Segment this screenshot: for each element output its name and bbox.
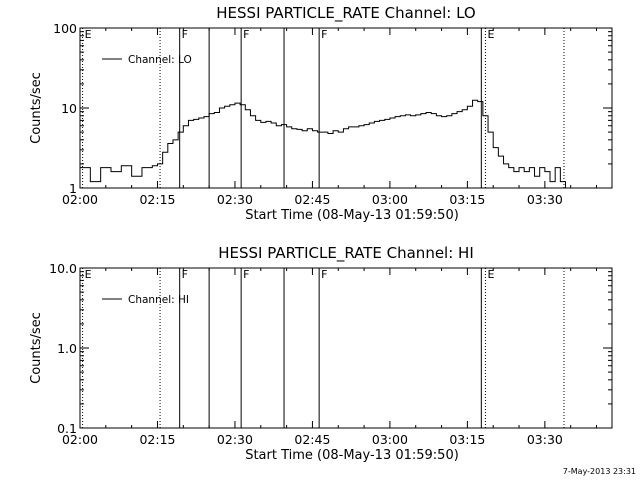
panel-hi: HESSI PARTICLE_RATE Channel: HI 02:00 02:1… — [29, 244, 613, 463]
y-tick-label: 10.0 — [49, 261, 77, 276]
event-marker-label: F — [243, 268, 249, 281]
x-tick-label: 03:30 — [527, 432, 563, 447]
x-tick-label: 02:15 — [139, 432, 175, 447]
y-tick-label: 1.0 — [57, 341, 77, 356]
series-line-lo — [80, 99, 567, 188]
x-tick-label: 03:15 — [449, 192, 485, 207]
y-axis-label: Counts/sec — [29, 312, 44, 384]
x-tick-label: 02:15 — [139, 192, 175, 207]
y-tick-label: 1 — [69, 181, 77, 196]
chart-title: HESSI PARTICLE_RATE Channel: HI — [218, 244, 474, 263]
footer-timestamp: 7-May-2013 23:31 — [563, 467, 636, 476]
legend-label: Channel: HI — [128, 294, 189, 306]
y-tick-label: 10 — [61, 101, 77, 116]
x-tick-label: 03:30 — [527, 192, 563, 207]
event-marker-label: E — [487, 268, 494, 281]
x-tick-label: 02:00 — [62, 192, 98, 207]
x-axis-label: Start Time (08-May-13 01:59:50) — [245, 208, 459, 223]
event-marker-label: E — [85, 268, 92, 281]
event-marker-label: E — [85, 28, 92, 41]
event-marker-label: F — [182, 28, 188, 41]
x-tick-label: 02:00 — [62, 432, 98, 447]
x-tick-label: 03:15 — [449, 432, 485, 447]
chart-title: HESSI PARTICLE_RATE Channel: LO — [216, 4, 475, 23]
event-marker-label: F — [182, 268, 188, 281]
x-tick-label: 02:30 — [217, 432, 253, 447]
event-marker-label: F — [321, 28, 327, 41]
x-tick-label: 03:00 — [372, 432, 408, 447]
legend-label: Channel: LO — [128, 54, 192, 66]
x-tick-label: 02:30 — [217, 192, 253, 207]
y-tick-label: 0.1 — [57, 421, 77, 436]
event-marker-label: E — [487, 28, 494, 41]
event-marker-label: F — [243, 28, 249, 41]
panel-lo: HESSI PARTICLE_RATE Channel: LO 02:00 02:1… — [29, 4, 613, 223]
x-tick-label: 02:45 — [294, 432, 330, 447]
event-marker-label: F — [321, 268, 327, 281]
y-tick-label: 100 — [53, 21, 77, 36]
y-axis-label: Counts/sec — [29, 72, 44, 144]
x-axis-label: Start Time (08-May-13 01:59:50) — [245, 448, 459, 463]
x-tick-label: 02:45 — [294, 192, 330, 207]
x-tick-label: 03:00 — [372, 192, 408, 207]
